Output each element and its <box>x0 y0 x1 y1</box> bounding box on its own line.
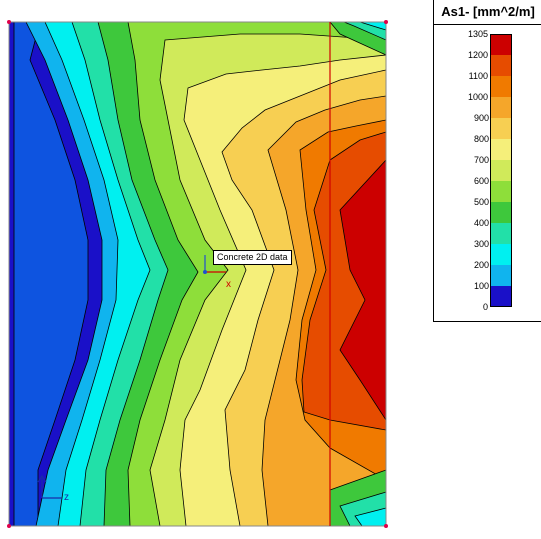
local-axis-icon <box>203 255 226 274</box>
node-bottom-right <box>384 524 388 528</box>
legend-tick-label: 100 <box>474 281 490 291</box>
legend-tick-label: 900 <box>474 113 490 123</box>
legend-swatch <box>490 76 512 97</box>
legend-tick-label: 800 <box>474 134 490 144</box>
legend-tick-label: 0 <box>482 302 488 312</box>
element-tag[interactable]: Concrete 2D data <box>213 250 292 265</box>
legend-swatch <box>490 244 512 265</box>
band-1305 <box>339 159 386 421</box>
legend-tick-label: 1000 <box>467 92 488 102</box>
legend-swatch <box>490 139 512 160</box>
legend-swatch <box>490 202 512 223</box>
legend-swatch <box>490 34 512 55</box>
band-100 <box>13 22 89 526</box>
corner-fringe-top-3 <box>359 22 386 31</box>
legend-tick-label: 1305 <box>467 29 488 39</box>
legend-tick-label: 300 <box>474 239 490 249</box>
node-bottom-left <box>7 524 11 528</box>
local-x-label: x <box>226 279 231 290</box>
legend-swatch <box>490 223 512 244</box>
corner-fringe-bottom-3 <box>354 507 386 526</box>
legend-swatch <box>490 160 512 181</box>
legend-divider <box>434 24 541 25</box>
corner-nodes[interactable] <box>7 20 388 528</box>
legend-tick-label: 1200 <box>467 50 488 60</box>
plate-outline[interactable] <box>8 21 387 527</box>
legend-swatch <box>490 286 512 307</box>
legend-swatch <box>490 55 512 76</box>
legend-swatch <box>490 97 512 118</box>
legend-tick-label: 1100 <box>468 71 488 81</box>
legend-tick-label: 500 <box>474 197 490 207</box>
contour-plot <box>9 22 386 526</box>
legend-tick-label: 400 <box>474 218 490 228</box>
node-top-left <box>7 20 11 24</box>
legend-tick-label: 200 <box>474 260 490 270</box>
legend-tick-label: 600 <box>474 176 490 186</box>
legend-swatch <box>490 118 512 139</box>
legend-tick-label: 700 <box>474 155 490 165</box>
legend-swatch <box>490 181 512 202</box>
legend-title: As1- [mm^2/m] <box>441 4 535 19</box>
legend-panel: As1- [mm^2/m] 1305 1200 1100 1000 900 800 700 6… <box>433 0 541 322</box>
node-top-right <box>384 20 388 24</box>
global-z-label: z <box>64 492 69 503</box>
global-axis-icon <box>37 474 62 499</box>
legend-swatch <box>490 265 512 286</box>
